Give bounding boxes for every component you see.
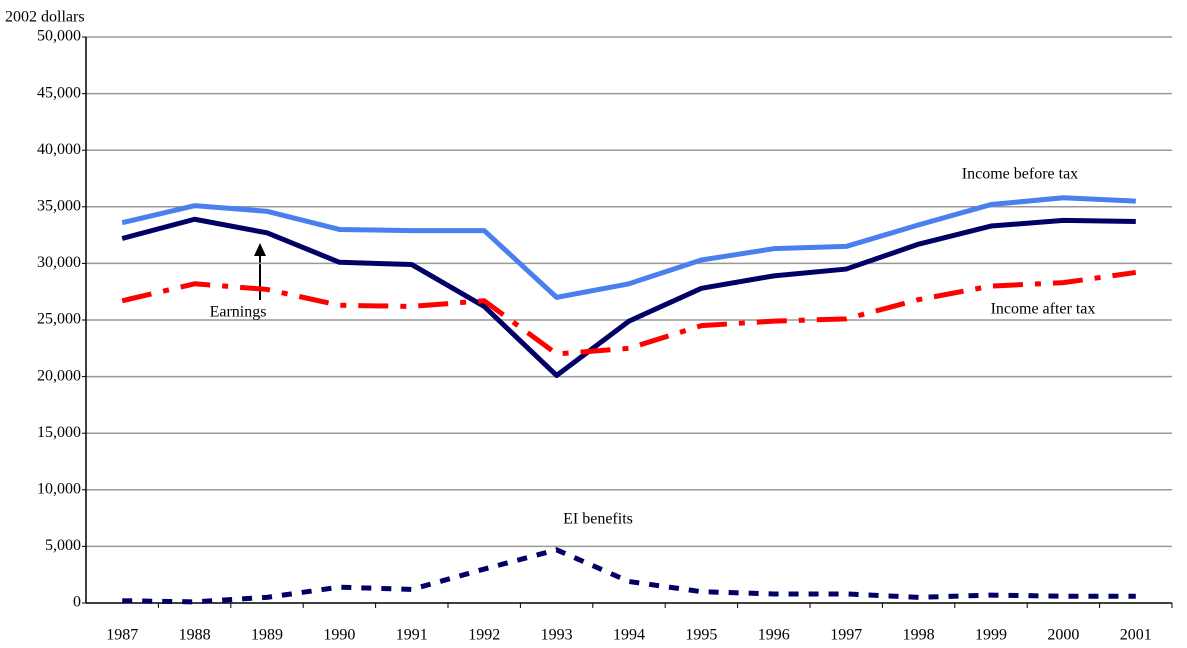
series-label: Earnings [210,304,267,321]
x-tick-label: 1995 [685,627,717,644]
series-label: EI benefits [563,511,633,528]
y-tick-label: 25,000 [37,311,81,328]
y-tick-label: 5,000 [45,537,81,554]
y-tick-label: 15,000 [37,424,81,441]
x-tick-label: 1998 [903,627,935,644]
x-tick-label: 1993 [541,627,573,644]
x-tick-label: 1987 [106,627,138,644]
x-tick-label: 1989 [251,627,283,644]
y-tick-label: 45,000 [37,84,81,101]
x-tick-label: 1990 [323,627,355,644]
x-tick-label: 1997 [830,627,862,644]
x-tick-label: 1988 [179,627,211,644]
y-tick-label: 20,000 [37,367,81,384]
x-tick-label: 2001 [1120,627,1152,644]
y-tick-label: 50,000 [37,28,81,45]
series-label: Income before tax [962,166,1078,183]
y-tick-label: 30,000 [37,254,81,271]
series-line [122,547,1136,605]
y-axis-label: 2002 dollars [5,9,85,26]
x-tick-label: 2000 [1047,627,1079,644]
y-tick-label: 0 [73,594,81,611]
x-tick-label: 1991 [396,627,428,644]
series-line [121,195,1136,300]
series-label: Income after tax [991,301,1096,318]
annotation-arrowhead [254,243,266,256]
x-tick-label: 1996 [758,627,790,644]
series-line [121,216,1136,378]
y-tick-label: 40,000 [37,141,81,158]
x-tick-label: 1992 [468,627,500,644]
y-tick-label: 35,000 [37,197,81,214]
x-tick-label: 1999 [975,627,1007,644]
y-tick-label: 10,000 [37,480,81,497]
x-tick-label: 1994 [613,627,645,644]
